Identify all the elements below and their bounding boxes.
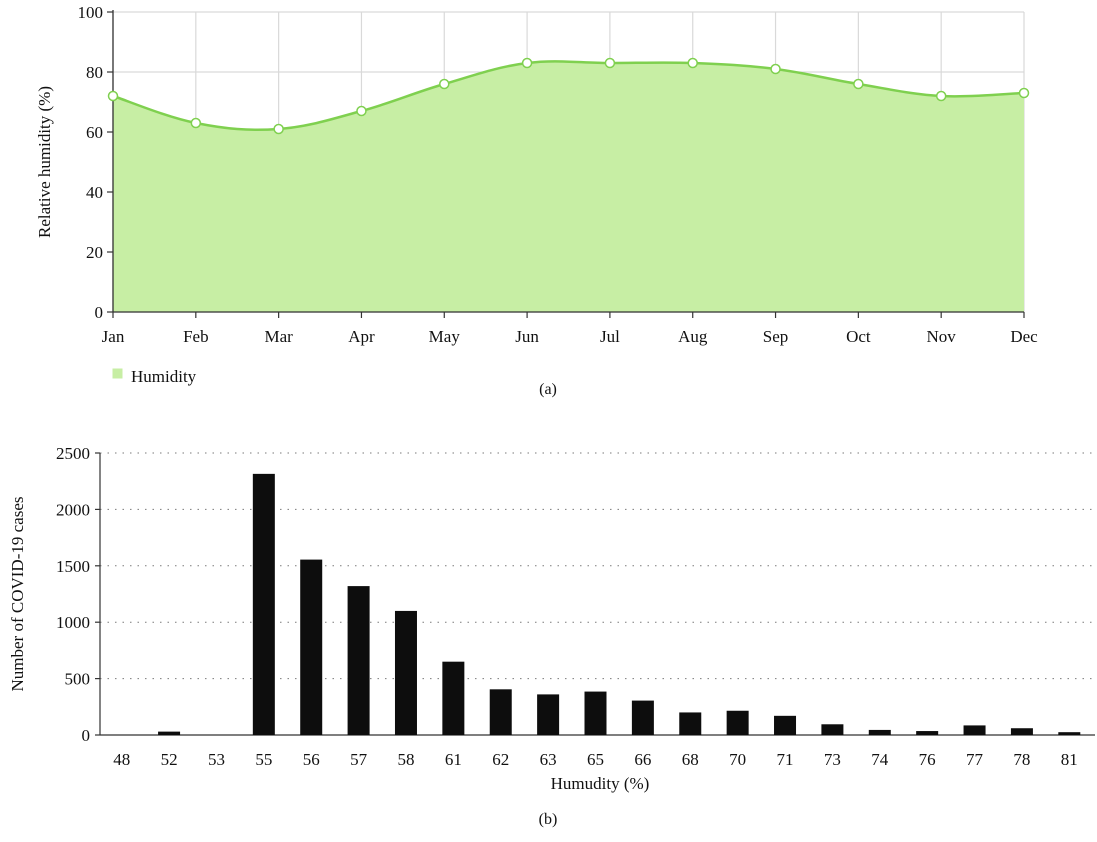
bar: [442, 661, 465, 735]
bar: [158, 731, 181, 735]
bar: [1010, 728, 1033, 735]
x-tick-label: 53: [208, 750, 225, 769]
data-point-marker: [521, 57, 533, 69]
panel-b-caption: (b): [539, 811, 558, 828]
x-tick-label: 70: [729, 750, 746, 769]
data-point-marker: [439, 78, 450, 90]
x-tick-label: Aug: [678, 327, 708, 346]
x-axis-title: Humudity (%): [551, 774, 650, 793]
x-tick-label: 63: [540, 750, 557, 769]
x-tick-label: Jul: [600, 327, 620, 346]
bar: [300, 559, 323, 735]
data-point-marker: [107, 90, 119, 102]
data-point-marker: [935, 90, 947, 102]
y-tick-label: 0: [82, 726, 91, 745]
bar: [679, 712, 702, 735]
x-tick-label: 73: [824, 750, 841, 769]
y-tick-label: 20: [86, 243, 103, 262]
x-tick-label: Dec: [1010, 327, 1038, 346]
x-tick-label: 81: [1061, 750, 1078, 769]
x-tick-label: Nov: [927, 327, 957, 346]
y-tick-label: 1500: [56, 557, 90, 576]
x-tick-label: Apr: [348, 327, 375, 346]
bar: [963, 725, 986, 735]
bar: [916, 731, 939, 735]
data-point-marker: [853, 78, 864, 90]
x-tick-label: 68: [682, 750, 699, 769]
x-tick-label: 62: [492, 750, 509, 769]
y-axis-title: Relative humidity (%): [35, 86, 54, 238]
y-tick-label: 1000: [56, 613, 90, 632]
x-tick-label: Mar: [264, 327, 293, 346]
x-tick-label: Jan: [102, 327, 125, 346]
data-point-marker: [770, 63, 781, 75]
bar: [252, 473, 275, 735]
x-tick-label: 74: [871, 750, 889, 769]
x-tick-label: 55: [255, 750, 272, 769]
bar: [1058, 732, 1081, 735]
y-tick-label: 500: [65, 670, 91, 689]
bar: [726, 710, 749, 735]
y-tick-label: 0: [95, 303, 104, 322]
humidity-area-chart: 0 20 40 60 80 100 Jan Feb Mar Apr May Jun Jul Aug Sep O…: [35, 3, 1038, 398]
data-point-marker: [190, 117, 202, 129]
y-tick-label: 40: [86, 183, 103, 202]
legend-label: Humidity: [131, 367, 197, 386]
x-tick-label: 48: [113, 750, 130, 769]
x-tick-label: 78: [1013, 750, 1030, 769]
legend-swatch: [112, 368, 123, 379]
x-tick-label: 65: [587, 750, 604, 769]
x-tick-label: 77: [966, 750, 984, 769]
x-tick-label: 52: [161, 750, 178, 769]
y-tick-label: 2500: [56, 444, 90, 463]
x-tick-label: 57: [350, 750, 368, 769]
x-tick-label: May: [429, 327, 461, 346]
x-tick-label: 76: [919, 750, 936, 769]
x-tick-label: Sep: [763, 327, 789, 346]
bar: [537, 694, 560, 735]
bar: [821, 724, 844, 735]
y-axis-title: Number of COVID-19 cases: [8, 497, 27, 692]
bar: [774, 715, 797, 735]
x-tick-label: Feb: [183, 327, 209, 346]
data-point-marker: [356, 105, 367, 117]
y-tick-label: 2000: [56, 500, 90, 519]
data-point-marker: [273, 123, 284, 135]
bar: [489, 689, 512, 735]
humidity-line: [112, 60, 1025, 132]
y-tick-label: 80: [86, 63, 103, 82]
x-tick-label: Oct: [846, 327, 871, 346]
bar: [394, 610, 417, 735]
bar: [868, 729, 891, 735]
bar: [347, 586, 370, 735]
x-tick-label: 71: [777, 750, 794, 769]
bar: [584, 691, 607, 735]
x-tick-label: Jun: [515, 327, 539, 346]
x-tick-label: 61: [445, 750, 462, 769]
bar: [631, 700, 654, 735]
data-point-marker: [604, 57, 616, 69]
humidity-area-fill: [113, 61, 1024, 312]
data-point-marker: [1018, 87, 1030, 99]
panel-a-caption: (a): [539, 381, 557, 398]
x-tick-label: 66: [634, 750, 651, 769]
data-point-marker: [687, 57, 698, 69]
y-tick-label: 60: [86, 123, 103, 142]
covid-cases-bar-chart: 0 500 1000 1500 2000 2500 48 52 53 55 56 57 58 61 62 63…: [8, 444, 1095, 828]
y-tick-label: 100: [78, 3, 104, 22]
x-tick-label: 56: [303, 750, 320, 769]
x-tick-label: 58: [397, 750, 414, 769]
